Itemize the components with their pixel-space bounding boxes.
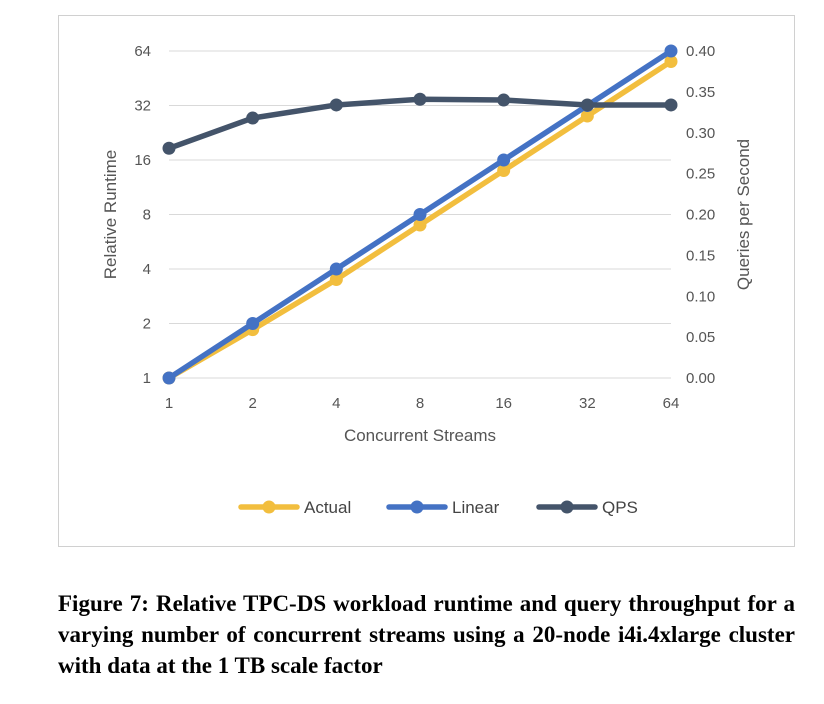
legend-item-qps: QPS bbox=[536, 498, 638, 517]
y-axis-title: Relative Runtime bbox=[101, 150, 120, 279]
data-point-actual bbox=[664, 54, 678, 68]
data-point-qps bbox=[329, 98, 343, 112]
figure-caption: Figure 7: Relative TPC-DS workload runti… bbox=[58, 591, 795, 678]
data-point-qps bbox=[580, 98, 594, 112]
data-point-linear bbox=[329, 262, 343, 276]
x-tick-label: 32 bbox=[579, 395, 596, 412]
series-qps bbox=[162, 92, 678, 155]
data-point-qps bbox=[162, 141, 176, 155]
y2-tick-label: 0.35 bbox=[686, 84, 715, 101]
series-line-qps bbox=[166, 96, 674, 152]
data-point-linear bbox=[413, 208, 427, 221]
y-tick-label: 8 bbox=[143, 207, 151, 224]
legend-label: Linear bbox=[452, 498, 500, 517]
data-point-linear bbox=[664, 44, 678, 58]
y-tick-label: 1 bbox=[143, 370, 151, 387]
data-point-actual bbox=[329, 272, 343, 286]
x-tick-label: 4 bbox=[332, 395, 340, 412]
y2-tick-label: 0.10 bbox=[686, 288, 715, 305]
y-tick-label: 32 bbox=[134, 98, 151, 115]
legend-swatch-marker bbox=[560, 500, 574, 514]
legend-item-linear: Linear bbox=[386, 498, 500, 517]
y2-tick-label: 0.00 bbox=[686, 370, 715, 387]
x-axis-title: Concurrent Streams bbox=[344, 426, 496, 445]
y2-tick-label: 0.20 bbox=[686, 207, 715, 224]
x-tick-label: 64 bbox=[663, 395, 680, 412]
x-tick-label: 16 bbox=[495, 395, 512, 412]
y-tick-label: 64 bbox=[134, 43, 151, 60]
x-tick-label: 2 bbox=[248, 395, 256, 412]
data-point-actual bbox=[497, 163, 511, 177]
y2-tick-label: 0.40 bbox=[686, 43, 715, 60]
y-tick-label: 4 bbox=[143, 261, 151, 278]
data-point-actual bbox=[413, 218, 427, 232]
y2-tick-label: 0.05 bbox=[686, 329, 715, 346]
y-tick-label: 2 bbox=[143, 316, 151, 333]
y2-tick-label: 0.15 bbox=[686, 247, 715, 264]
legend-label: QPS bbox=[602, 498, 638, 517]
x-tick-label: 8 bbox=[416, 395, 424, 412]
legend-swatch-marker bbox=[410, 500, 424, 514]
data-point-qps bbox=[664, 98, 678, 112]
data-point-linear bbox=[246, 317, 260, 330]
legend-item-actual: Actual bbox=[238, 498, 351, 517]
chart-frame: 1 2 4 8 16 32 64 0.00 0.05 0.10 0.15 0.20 0.25 0.30 0.… bbox=[58, 15, 795, 547]
chart-svg: 1 2 4 8 16 32 64 0.00 0.05 0.10 0.15 0.20 0.25 0.30 0.… bbox=[101, 43, 753, 517]
y-tick-label: 16 bbox=[134, 152, 151, 169]
data-point-actual bbox=[580, 109, 594, 123]
x-tick-label: 1 bbox=[165, 395, 173, 412]
data-point-qps bbox=[497, 93, 511, 107]
data-point-qps bbox=[246, 111, 260, 125]
data-point-linear bbox=[162, 371, 176, 385]
legend-swatch-marker bbox=[262, 500, 276, 514]
data-point-qps bbox=[413, 92, 427, 106]
y2-tick-label: 0.30 bbox=[686, 125, 715, 142]
data-point-linear bbox=[497, 153, 511, 167]
y2-tick-label: 0.25 bbox=[686, 166, 715, 183]
legend-label: Actual bbox=[304, 498, 351, 517]
y2-axis-title: Queries per Second bbox=[734, 139, 753, 290]
